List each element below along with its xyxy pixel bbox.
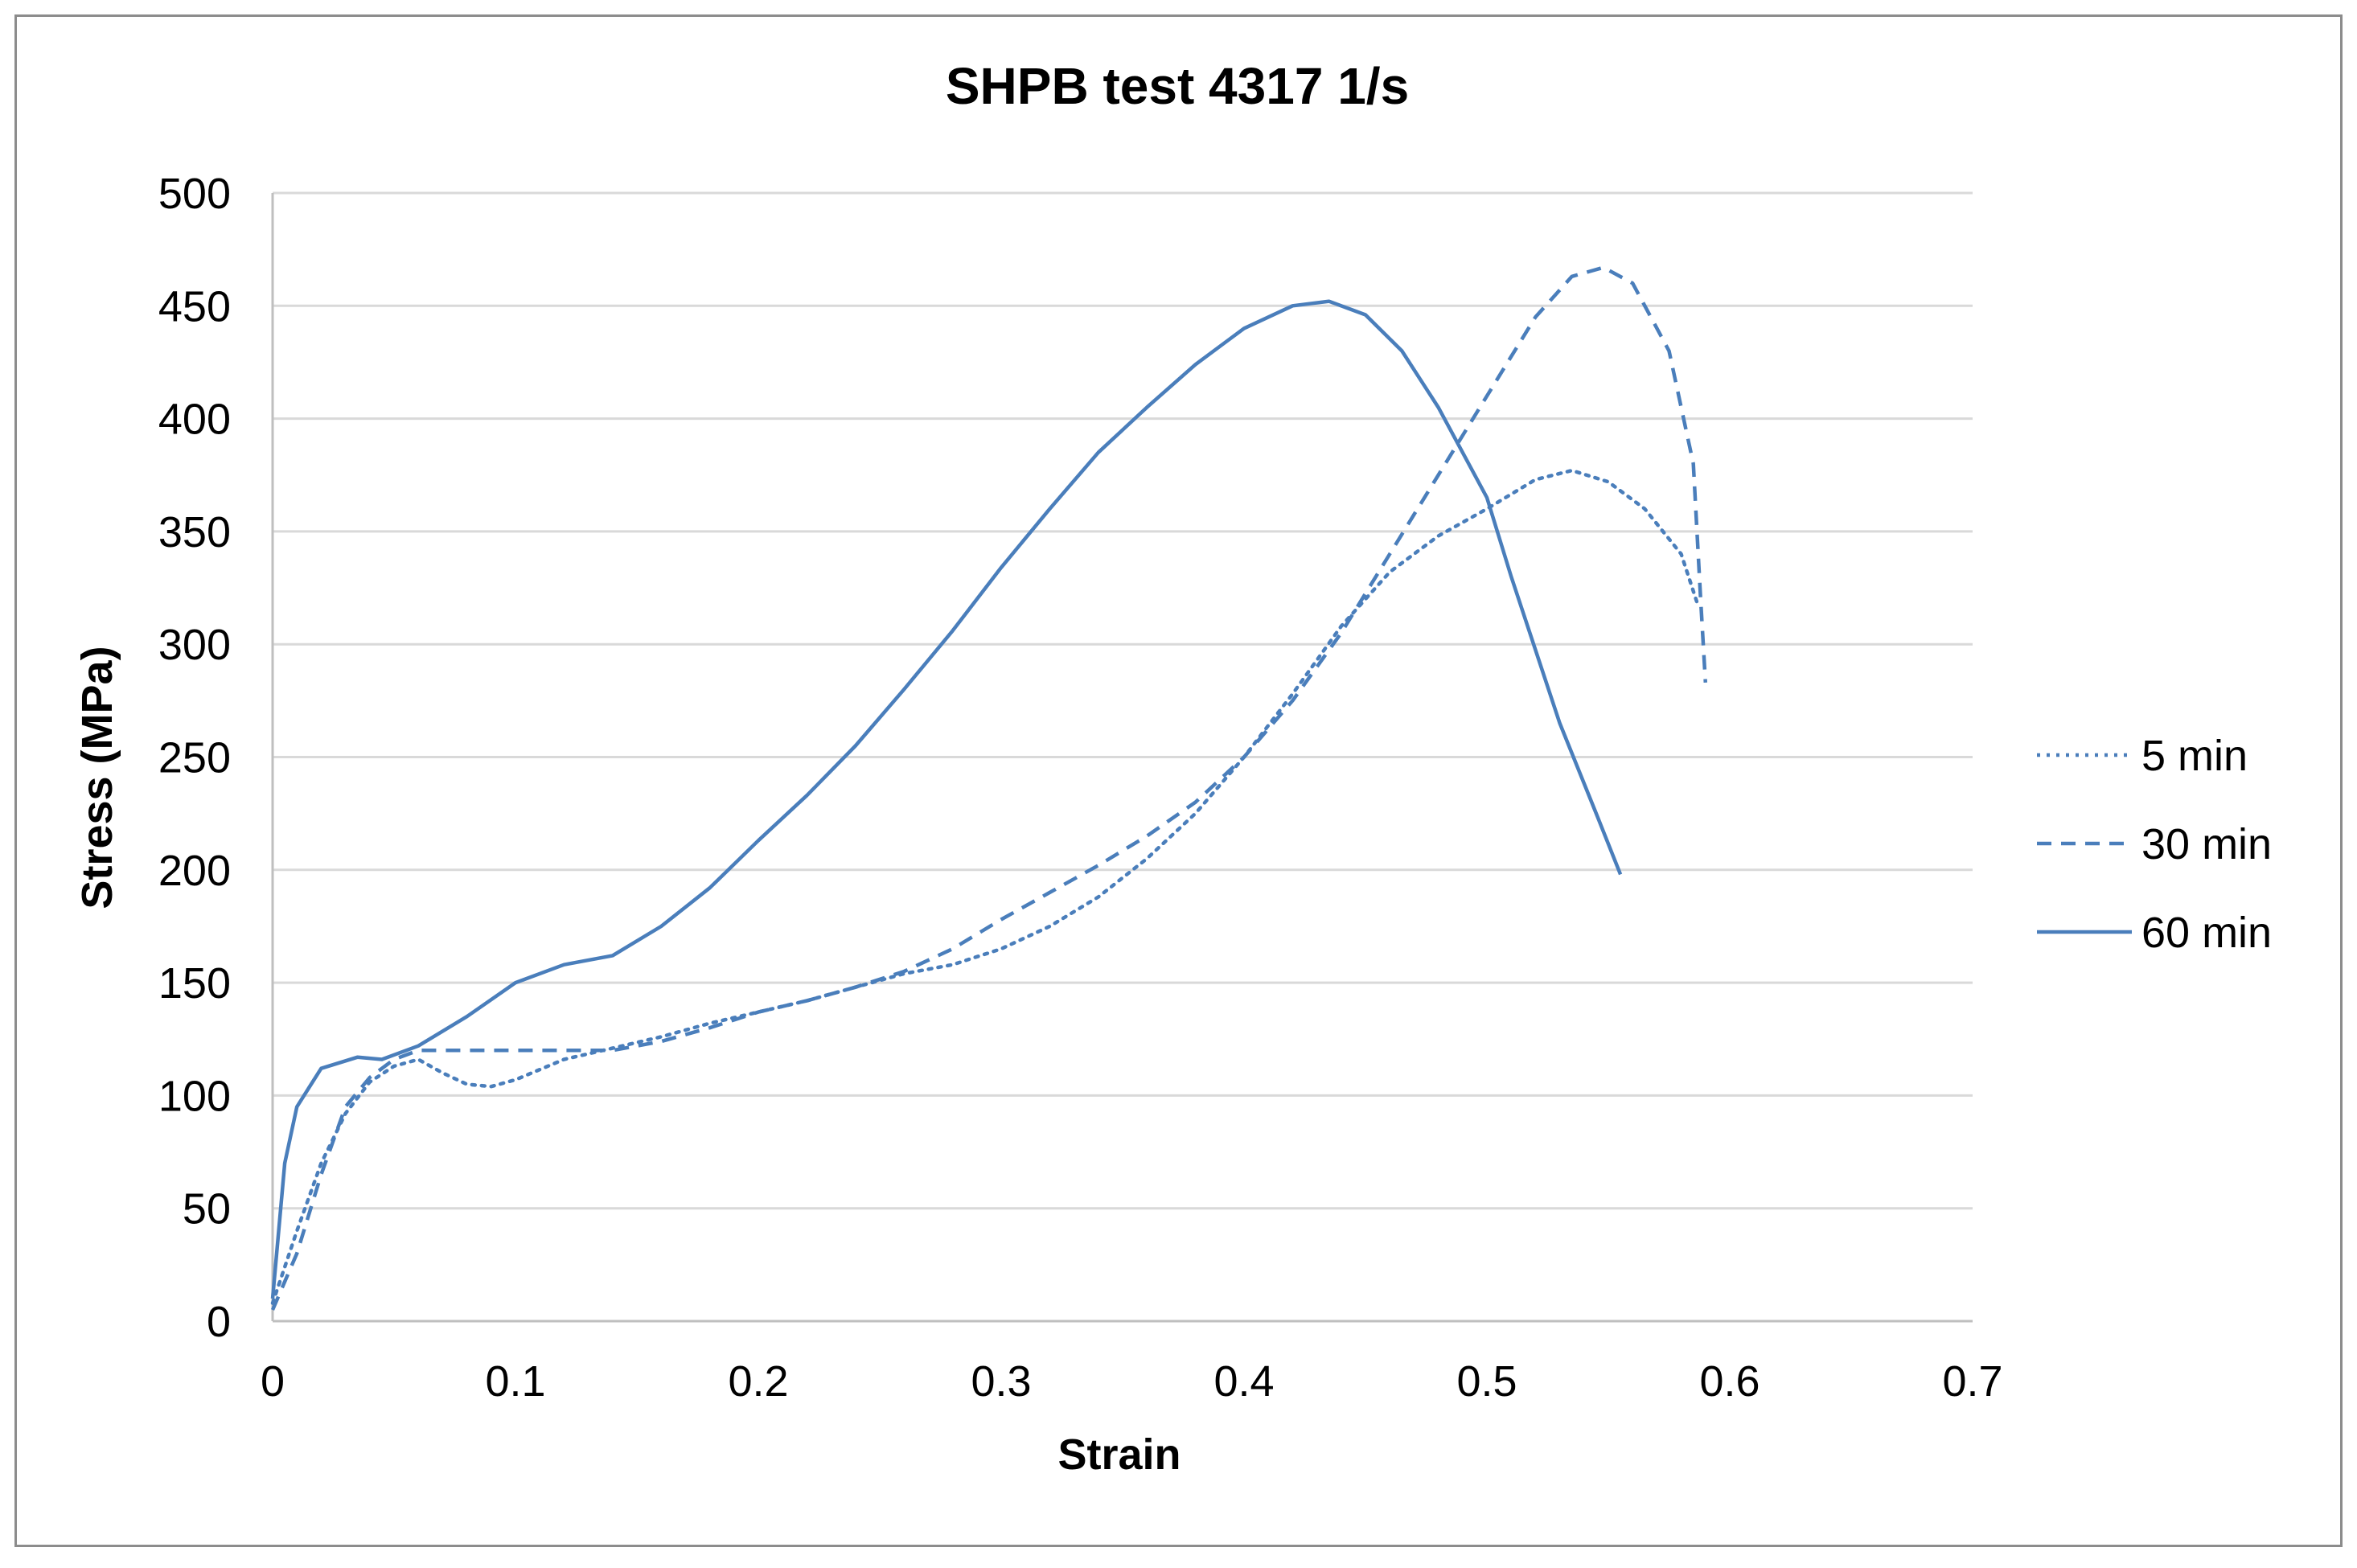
legend-label: 5 min [2141, 732, 2248, 780]
x-tick-label: 0 [261, 1357, 285, 1406]
axis-layer [271, 193, 1973, 1323]
x-tick-label: 0.2 [728, 1357, 788, 1406]
series-layer [270, 265, 1708, 1311]
legend: 5 min 30 min 60 min [2037, 732, 2272, 957]
y-tick-label: 250 [158, 734, 231, 782]
x-tick-label: 0.3 [971, 1357, 1031, 1406]
y-tick-label: 500 [158, 170, 231, 218]
grid-layer [273, 191, 1973, 1210]
y-tick-label: 50 [183, 1185, 231, 1233]
x-tick-labels: 0 0.1 0.2 0.3 0.4 0.5 0.6 0.7 [261, 1357, 2003, 1406]
chart-title: SHPB test 4317 1/s [946, 57, 1409, 115]
x-tick-label: 0.1 [485, 1357, 545, 1406]
y-tick-label: 200 [158, 847, 231, 895]
series-line-30-min [270, 265, 1708, 1311]
x-tick-label: 0.7 [1942, 1357, 2002, 1406]
y-tick-label: 0 [207, 1298, 231, 1346]
chart-frame: SHPB test 4317 1/s 0 50 100 150 200 250 300 350… [14, 14, 2343, 1547]
series-line-5-min [270, 468, 1700, 1305]
y-tick-label: 400 [158, 396, 231, 444]
legend-label: 60 min [2141, 909, 2272, 957]
x-tick-label: 0.5 [1456, 1357, 1517, 1406]
y-tick-label: 350 [158, 508, 231, 556]
x-tick-label: 0.6 [1699, 1357, 1760, 1406]
y-tick-label: 100 [158, 1072, 231, 1120]
x-axis-title: Strain [1057, 1430, 1181, 1479]
y-tick-label: 300 [158, 621, 231, 669]
series-line-60-min [270, 299, 1623, 1299]
y-tick-label: 450 [158, 282, 231, 330]
y-axis-title: Stress (MPa) [73, 646, 121, 909]
chart-svg: SHPB test 4317 1/s 0 50 100 150 200 250 300 350… [73, 57, 2272, 1479]
x-tick-label: 0.4 [1213, 1357, 1274, 1406]
legend-label: 30 min [2141, 820, 2272, 868]
y-tick-labels: 0 50 100 150 200 250 300 350 400 450 500 [158, 170, 231, 1346]
y-tick-label: 150 [158, 959, 231, 1008]
